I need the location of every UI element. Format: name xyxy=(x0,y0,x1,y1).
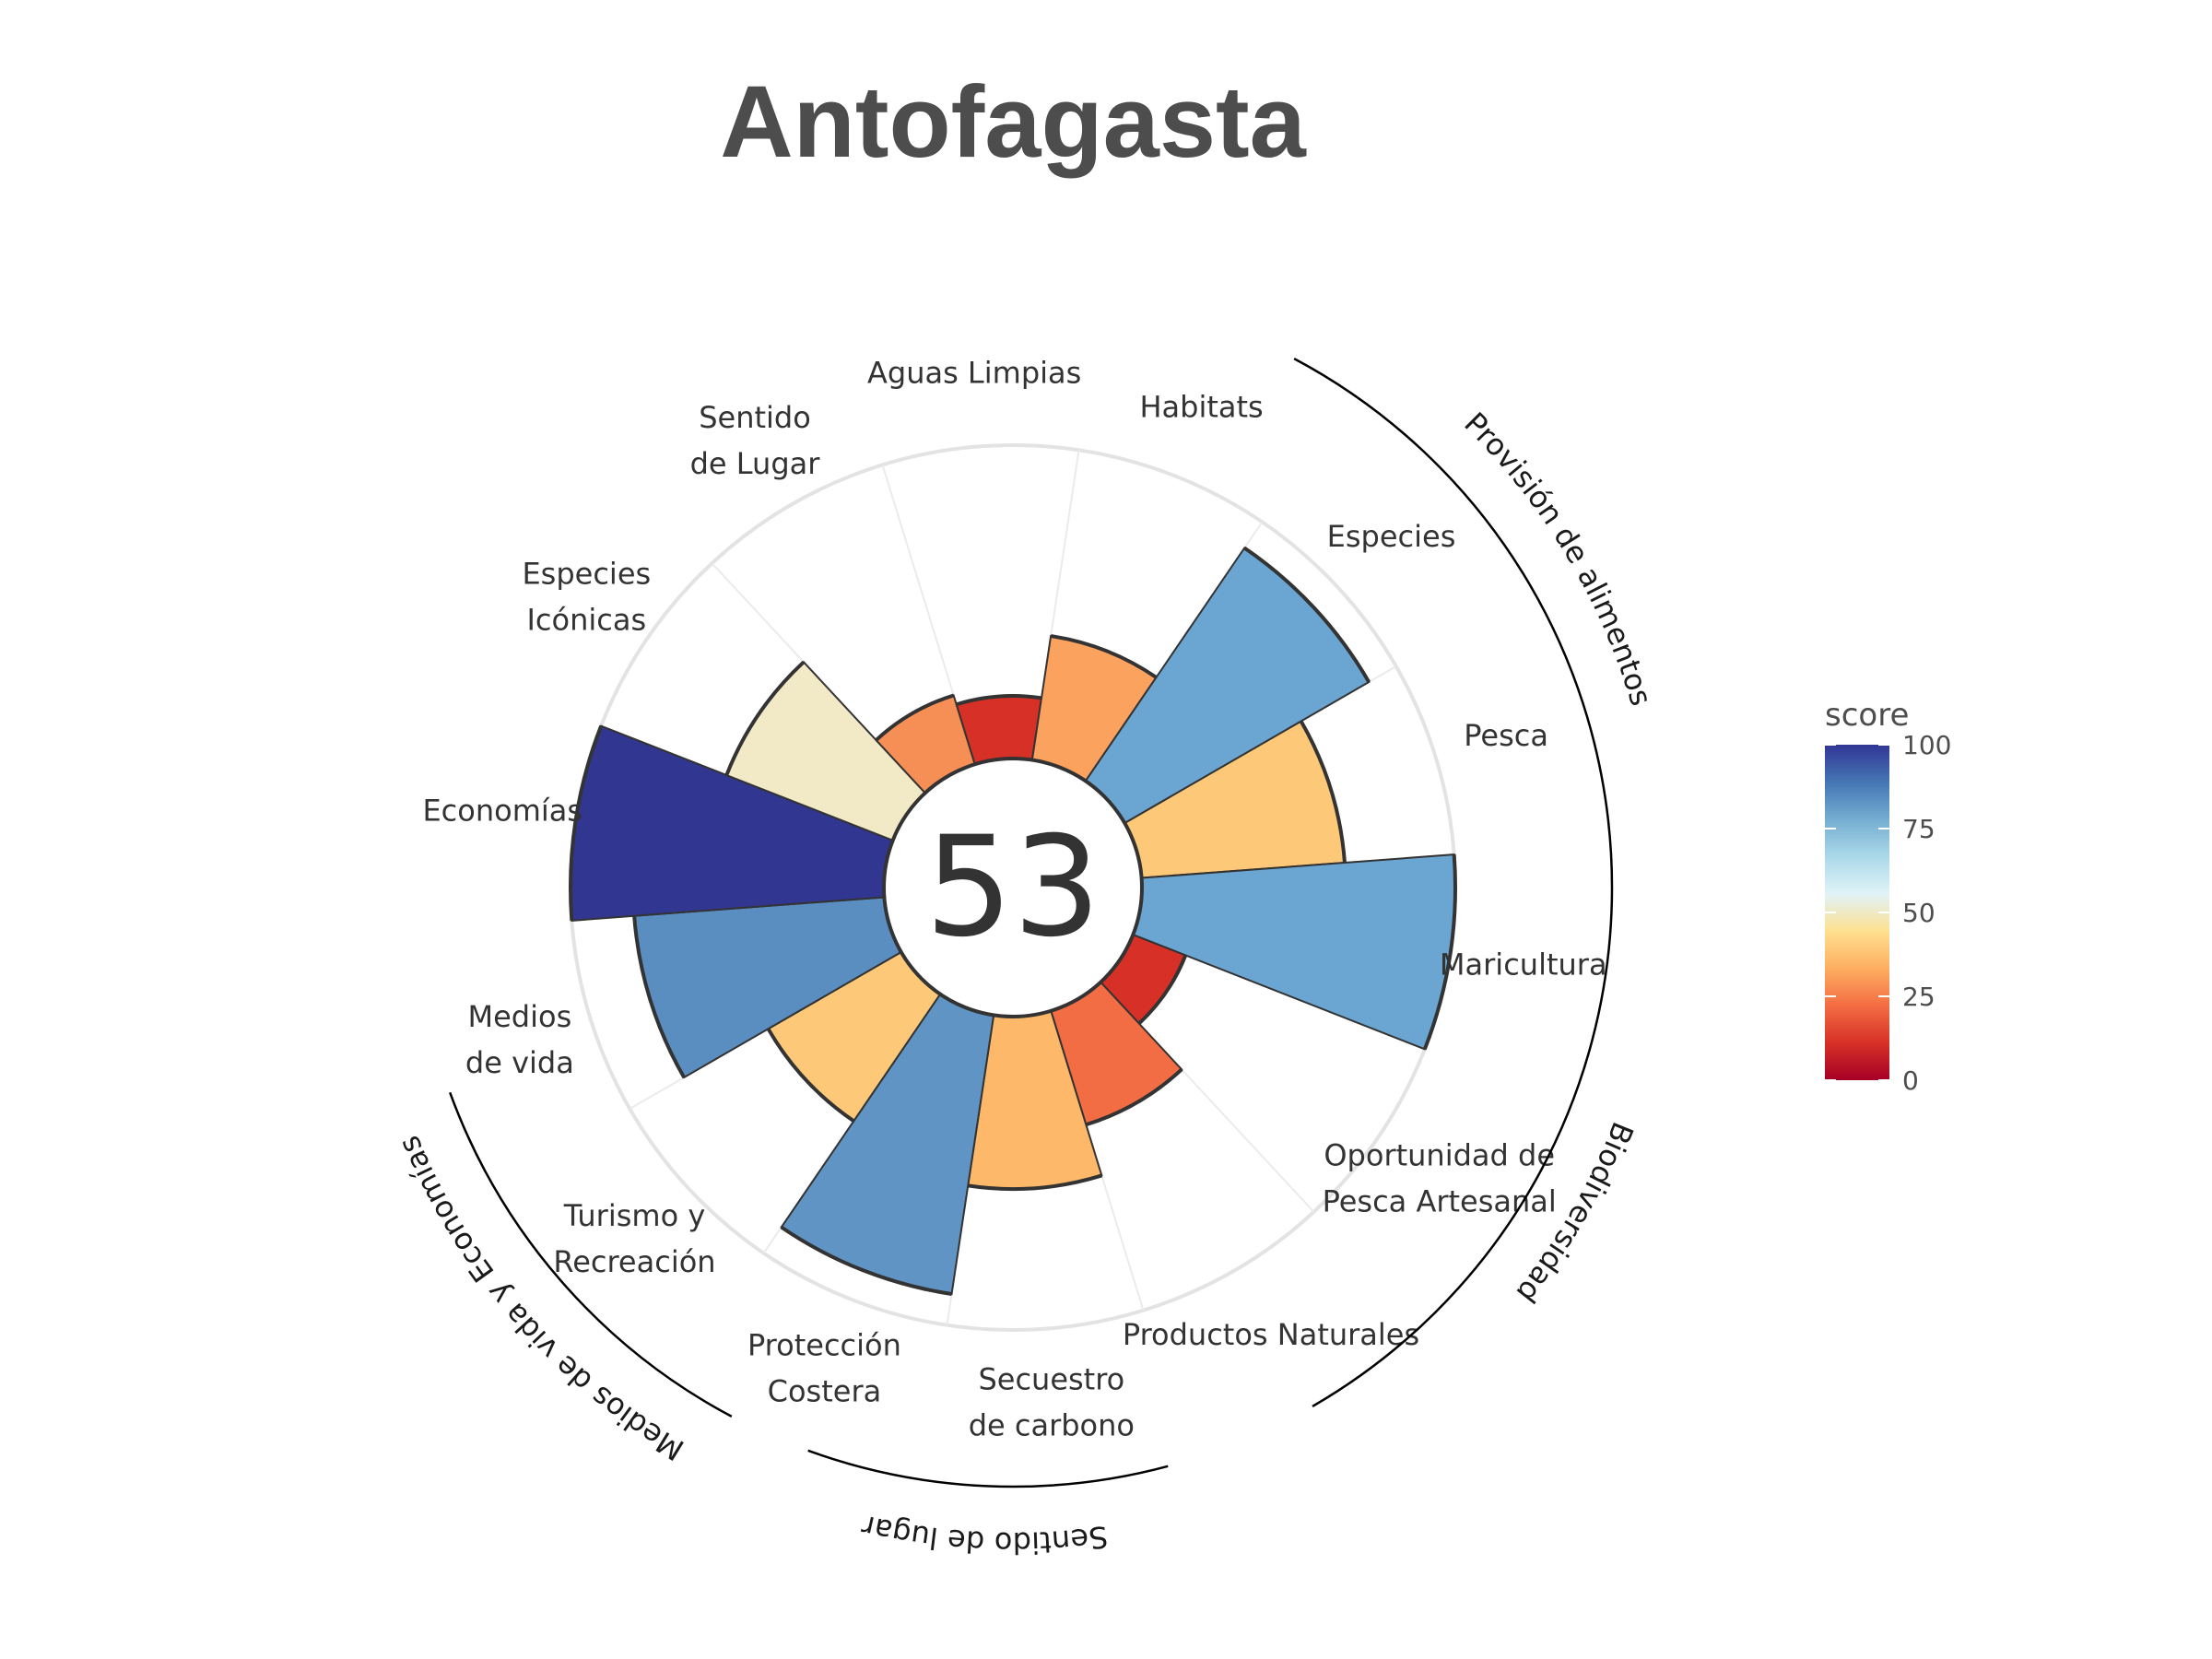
legend-title: score xyxy=(1825,697,1909,734)
petal-outer-edge xyxy=(1299,720,1347,864)
group-arc xyxy=(1312,887,1614,1408)
legend-tick-label: 100 xyxy=(1902,730,1951,760)
petal-outer-edge xyxy=(956,694,1042,707)
group-arc xyxy=(807,1449,1169,1488)
goal-label-pesca: Pesca xyxy=(1464,718,1548,753)
group-label-3: Medios de vida y Economías xyxy=(391,1131,689,1467)
goal-label-especies: Especies xyxy=(1327,519,1456,554)
goal-label-habitats: Habitats xyxy=(1139,390,1263,425)
goal-label-especies-ic-nicas: Especies Icónicas xyxy=(522,557,651,638)
group-arc xyxy=(449,1091,733,1418)
chart-title: Antofagasta xyxy=(720,65,1306,179)
petal-outer-edge xyxy=(780,1225,952,1296)
petal-outer-edge xyxy=(1137,954,1188,1025)
center-circle xyxy=(882,757,1144,1018)
goal-label-productos-naturales: Productos Naturales xyxy=(1123,1317,1419,1352)
petal-outer-edge xyxy=(875,693,955,742)
petal-outer-edge xyxy=(1085,1067,1183,1127)
goal-label-aguas-limpias: Aguas Limpias xyxy=(867,356,1081,391)
group-label-2: Sentido de lugar xyxy=(857,1508,1110,1560)
score-legend: score 0 25 50 75 100 xyxy=(1825,697,1951,1096)
petal-maricultura xyxy=(1132,853,1457,1051)
goal-label-medios-de-vida: Medios de vida xyxy=(465,999,574,1080)
petal-outer-edge xyxy=(1050,634,1158,679)
overall-score: 53 xyxy=(925,807,1101,968)
goal-label-secuestro-de-carbono: Secuestro de carbono xyxy=(969,1361,1135,1442)
goal-label-econom-as: Economías xyxy=(422,794,582,829)
petal-outer-edge xyxy=(632,915,686,1078)
goal-labels: Pesca Maricultura Oportunidad de Pesca Arte… xyxy=(422,356,1606,1443)
goal-label-maricultura: Maricultura xyxy=(1440,947,1607,982)
goal-label-sentido-de-lugar: Sentido de Lugar xyxy=(690,400,821,481)
legend-tick-label: 25 xyxy=(1902,982,1936,1012)
petal-outer-edge xyxy=(766,1028,855,1123)
group-arc xyxy=(1293,357,1614,888)
petal-outer-edge xyxy=(569,724,604,922)
petal-outer-edge xyxy=(1243,546,1371,684)
goal-label-oportunidad-de-pesca-artesanal: Oportunidad de Pesca Artesanal xyxy=(1323,1137,1557,1218)
group-label-0: Provisión de alimentos xyxy=(1457,406,1659,710)
goal-label-protecci-n-costera: Protección Costera xyxy=(747,1327,901,1408)
petal-outer-edge xyxy=(1422,853,1458,1051)
legend-tick-label: 0 xyxy=(1902,1065,1919,1096)
goal-label-turismo-y-recreaci-n: Turismo y Recreación xyxy=(553,1198,715,1279)
petal-outer-edge xyxy=(967,1173,1102,1191)
petal-outer-edge xyxy=(724,660,806,776)
legend-tick-label: 75 xyxy=(1902,814,1936,844)
petals xyxy=(569,546,1458,1296)
legend-tick-label: 50 xyxy=(1902,898,1936,928)
